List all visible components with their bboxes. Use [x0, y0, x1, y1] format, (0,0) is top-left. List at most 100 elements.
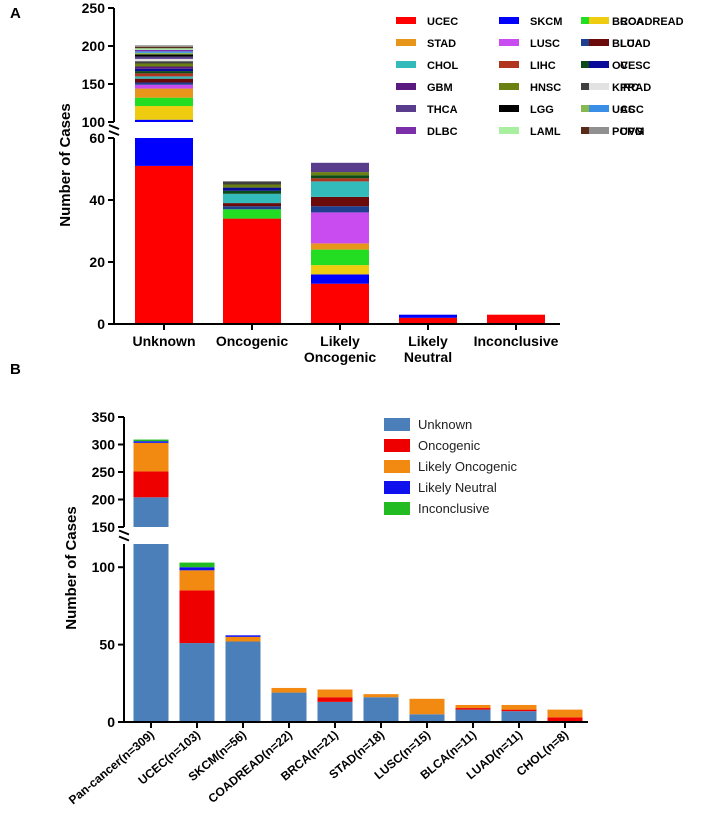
bar-likely-oncogenic-chol [311, 181, 369, 197]
bar-blca-n-11-likely-oncogenic [455, 704, 491, 709]
legend-label-brca: BRCA [612, 16, 644, 28]
legend-swatch-skcm [499, 17, 519, 24]
x-tick-label: Likely [408, 333, 448, 349]
legend-label-blca: BLCA [612, 38, 643, 50]
bar-skcm-n-56-unknown [225, 641, 261, 722]
legend-swatch-inconclusive [384, 502, 410, 515]
legend-label-lusc: LUSC [530, 38, 560, 50]
bar-brca-n-21-likely-oncogenic [317, 689, 353, 698]
y-tick-label: 0 [107, 714, 115, 730]
y-tick-label: 60 [89, 130, 105, 146]
bar-inconclusive-ucec [487, 314, 545, 324]
y-tick-label: 0 [97, 316, 105, 332]
bar-ucec-n-103-oncogenic [179, 590, 215, 644]
x-tick-label: Pan-cancer(n=309) [66, 728, 157, 808]
panel-a-letter: A [10, 5, 21, 22]
legend-label-skcm: SKCM [530, 16, 562, 28]
bar-skcm-n-56-likely-neutral [225, 635, 261, 637]
legend-swatch-hnsc [499, 83, 519, 90]
bar-unknown-ucs-upper [135, 52, 193, 55]
bar-pan-cancer-n-309-unknown-upper [133, 497, 169, 527]
bar-chol-n-8-oncogenic [547, 717, 583, 722]
bar-likely-oncogenic-luad [311, 196, 369, 207]
bar-oncogenic-kirc [223, 181, 281, 185]
bar-luad-n-11-unknown [501, 711, 537, 722]
bar-likely-oncogenic-skcm [311, 274, 369, 284]
legend-swatch-laml [499, 127, 519, 134]
legend-swatch-gbm [396, 83, 416, 90]
legend-label-kirc: KIRC [612, 82, 639, 94]
legend-swatch-uvm [589, 127, 609, 134]
legend-label-dlbc: DLBC [427, 126, 458, 138]
legend-label-inconclusive: Inconclusive [418, 501, 490, 516]
bar-likely-oncogenic-lihc [311, 178, 369, 182]
bar-blca-n-11-oncogenic [455, 708, 491, 710]
legend-label-chol: CHOL [427, 60, 458, 72]
legend-label-coadread: COADREAD [620, 16, 684, 28]
bar-likely-oncogenic-coadread [311, 265, 369, 275]
legend-label-likely-oncogenic: Likely Oncogenic [418, 459, 517, 474]
legend-label-lgg: LGG [530, 104, 554, 116]
y-axis-label: Number of Cases [57, 103, 74, 226]
bar-pan-cancer-n-309-inconclusive-upper [133, 439, 169, 442]
bar-unknown-lusc-upper [135, 84, 193, 89]
chart-b: 0 50 100 150 200 250 300 350 Number of Cases Pan-… [63, 409, 588, 807]
legend-swatch-chol [396, 61, 416, 68]
bar-likely-oncogenic-thca [311, 162, 369, 173]
legend-swatch-acc [589, 105, 609, 112]
y-tick-label: 50 [99, 637, 115, 653]
bar-unknown-gbm-upper [135, 66, 193, 69]
bar-likely-neutral-skcm [399, 314, 457, 318]
bar-likely-oncogenic-stad [311, 243, 369, 250]
x-tick-label: Inconclusive [474, 333, 559, 349]
bar-unknown-kirc-upper [135, 61, 193, 64]
legend-swatch-oncogenic [384, 439, 410, 452]
x-tick-label: Unknown [133, 333, 196, 349]
bar-oncogenic-ucec [223, 218, 281, 324]
y-tick-label: 20 [89, 254, 105, 270]
bar-ucec-n-103-likely-oncogenic [179, 570, 215, 591]
axis-break-mark [108, 130, 120, 136]
y-tick-label: 100 [92, 559, 116, 575]
bar-luad-n-11-likely-oncogenic [501, 704, 537, 710]
y-tick-label: 350 [92, 409, 116, 425]
x-tick-label: Oncogenic [304, 349, 377, 365]
legend-swatch-cesc [589, 61, 609, 68]
x-tick-label: Oncogenic [216, 333, 289, 349]
x-tick-label: COADREAD(n=22) [205, 728, 294, 806]
bar-unknown-blca-upper [135, 82, 193, 85]
bar-ucec-n-103-unknown [179, 643, 215, 722]
bar-stad-n-18-unknown [363, 697, 399, 722]
bar-pan-cancer-n-309-oncogenic-upper [133, 471, 169, 498]
legend-swatch-coadread [589, 17, 609, 24]
legend-label-hnsc: HNSC [530, 82, 561, 94]
bar-unknown-acc-upper [135, 51, 193, 53]
bar-unknown-uvm-upper [135, 45, 193, 47]
bar-unknown-chol-upper [135, 76, 193, 79]
axis-break-mark [108, 124, 120, 130]
axis-break-mark [118, 529, 130, 536]
legend-label-cesc: CESC [620, 60, 651, 72]
y-tick-label: 200 [82, 38, 106, 54]
bar-ucec-n-103-likely-neutral [179, 567, 215, 571]
y-axis-label: Number of Cases [63, 506, 80, 629]
bar-unknown-luad-upper [135, 78, 193, 83]
axis-break-mark [118, 535, 130, 542]
legend-swatch-ucec [396, 17, 416, 24]
bar-brca-n-21-unknown [317, 701, 353, 722]
bar-likely-neutral-ucec [399, 317, 457, 324]
legend-label-acc: ACC [620, 104, 644, 116]
legend-swatch-thca [396, 105, 416, 112]
bar-oncogenic-blca [223, 206, 281, 210]
legend-swatch-lihc [499, 61, 519, 68]
legend-swatch-stad [396, 39, 416, 46]
bar-skcm-n-56-likely-oncogenic [225, 636, 261, 642]
bar-brca-n-21-oncogenic [317, 697, 353, 702]
legend-swatch-likely-neutral [384, 481, 410, 494]
bar-coadread-n-22-unknown [271, 692, 307, 722]
bar-oncogenic-brca [223, 209, 281, 219]
bar-oncogenic-ov [223, 190, 281, 194]
legend-label-stad: STAD [427, 38, 456, 50]
bar-stad-n-18-likely-oncogenic [363, 694, 399, 698]
